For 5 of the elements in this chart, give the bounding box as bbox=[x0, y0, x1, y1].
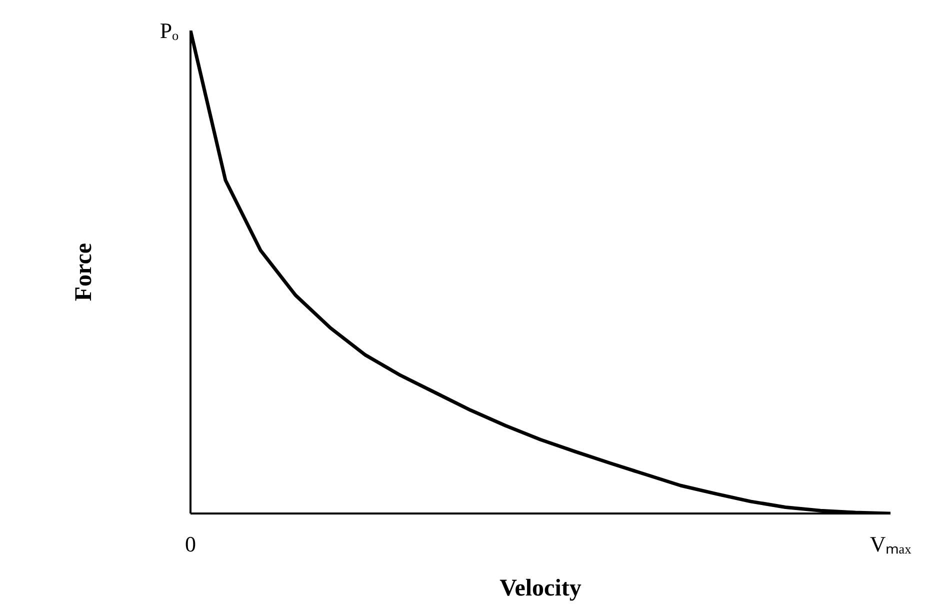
text: Vₘₐₓ bbox=[870, 532, 912, 556]
y-axis-title: Force bbox=[70, 242, 97, 302]
x-axis-title: Velocity bbox=[500, 576, 582, 602]
text: 0 bbox=[185, 532, 196, 556]
text: Pₒ bbox=[160, 18, 179, 43]
